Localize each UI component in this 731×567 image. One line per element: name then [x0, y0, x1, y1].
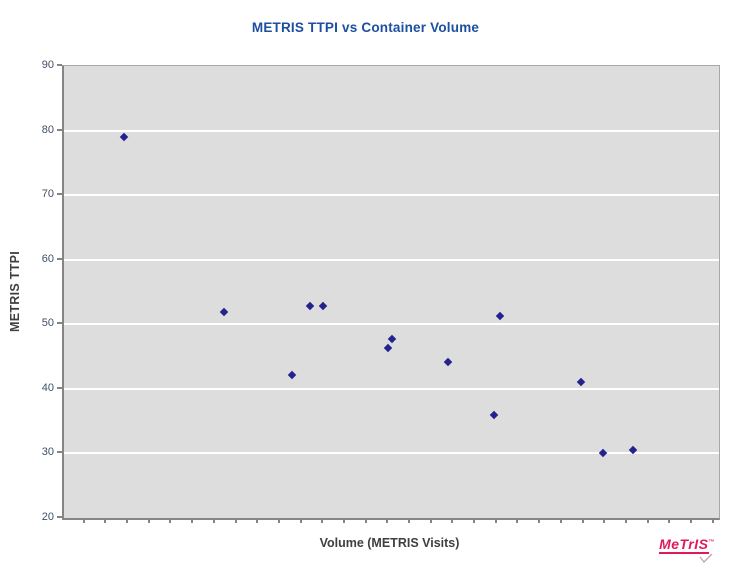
metris-logo: MeTrIS™	[659, 536, 715, 563]
y-tick-label-20: 20	[41, 511, 54, 523]
x-tick-mark	[689, 519, 692, 523]
x-tick-mark	[646, 519, 649, 523]
x-tick-mark	[473, 519, 476, 523]
y-tick-mark	[57, 193, 62, 196]
data-point-3	[287, 370, 297, 379]
x-tick-mark	[147, 519, 150, 523]
x-tick-mark	[126, 519, 129, 523]
x-tick-mark	[82, 519, 85, 523]
y-tick-mark	[57, 322, 62, 325]
data-point-10	[495, 311, 505, 321]
gridline-40	[64, 387, 719, 390]
y-tick-mark	[57, 257, 62, 260]
x-tick-mark	[581, 519, 584, 523]
x-tick-mark	[212, 519, 215, 523]
metris-logo-text: MeTrIS	[659, 536, 709, 554]
x-tick-mark	[711, 519, 714, 523]
y-tick-label-60: 60	[41, 252, 54, 265]
data-point-7	[387, 334, 396, 344]
logo-swoosh-icon	[699, 551, 713, 565]
x-tick-mark	[624, 519, 627, 523]
gridline-30	[64, 452, 719, 455]
x-tick-mark	[451, 519, 454, 523]
y-tick-mark	[57, 451, 62, 454]
data-point-11	[577, 378, 586, 387]
x-tick-mark	[538, 519, 541, 523]
data-point-1	[120, 132, 129, 142]
x-tick-mark	[603, 519, 606, 523]
y-tick-mark	[57, 128, 62, 131]
x-tick-mark	[364, 519, 367, 523]
data-point-12	[598, 448, 608, 458]
x-tick-mark	[169, 519, 172, 523]
y-tick-label-40: 40	[41, 381, 54, 394]
x-tick-mark	[277, 519, 280, 523]
data-point-9	[489, 411, 498, 420]
y-tick-label-80: 80	[41, 123, 54, 136]
data-point-2	[219, 307, 229, 317]
x-tick-mark	[386, 519, 389, 523]
x-tick-mark	[234, 519, 237, 523]
y-tick-mark	[57, 516, 62, 518]
y-tick-mark	[57, 64, 62, 66]
y-tick-mark	[57, 386, 62, 389]
x-tick-mark	[559, 519, 562, 523]
data-point-6	[383, 343, 393, 352]
x-tick-mark	[429, 519, 432, 523]
x-tick-mark	[516, 519, 519, 523]
chart-title: METRIS TTPI vs Container Volume	[251, 20, 480, 35]
gridline-60	[64, 258, 719, 261]
x-tick-mark	[191, 519, 194, 523]
x-tick-mark	[342, 519, 345, 523]
gridline-70	[64, 194, 719, 197]
x-tick-mark	[668, 519, 671, 523]
gridline-50	[64, 323, 719, 326]
x-tick-mark	[321, 519, 324, 523]
x-tick-mark	[104, 519, 107, 523]
gridline-80	[64, 129, 719, 132]
data-point-8	[444, 357, 453, 366]
x-tick-mark	[256, 519, 259, 523]
data-point-5	[318, 301, 327, 311]
y-tick-label-30: 30	[41, 446, 54, 459]
x-tick-mark	[299, 519, 302, 523]
trademark-symbol: ™	[708, 539, 715, 546]
x-axis-title: Volume (METRIS Visits)	[319, 536, 460, 550]
x-tick-mark	[494, 519, 497, 523]
data-point-4	[306, 301, 315, 311]
y-tick-label-90: 90	[41, 59, 54, 71]
x-tick-mark	[408, 519, 411, 523]
y-tick-label-70: 70	[41, 188, 54, 201]
plot-area	[62, 65, 720, 520]
y-tick-label-50: 50	[41, 317, 54, 330]
